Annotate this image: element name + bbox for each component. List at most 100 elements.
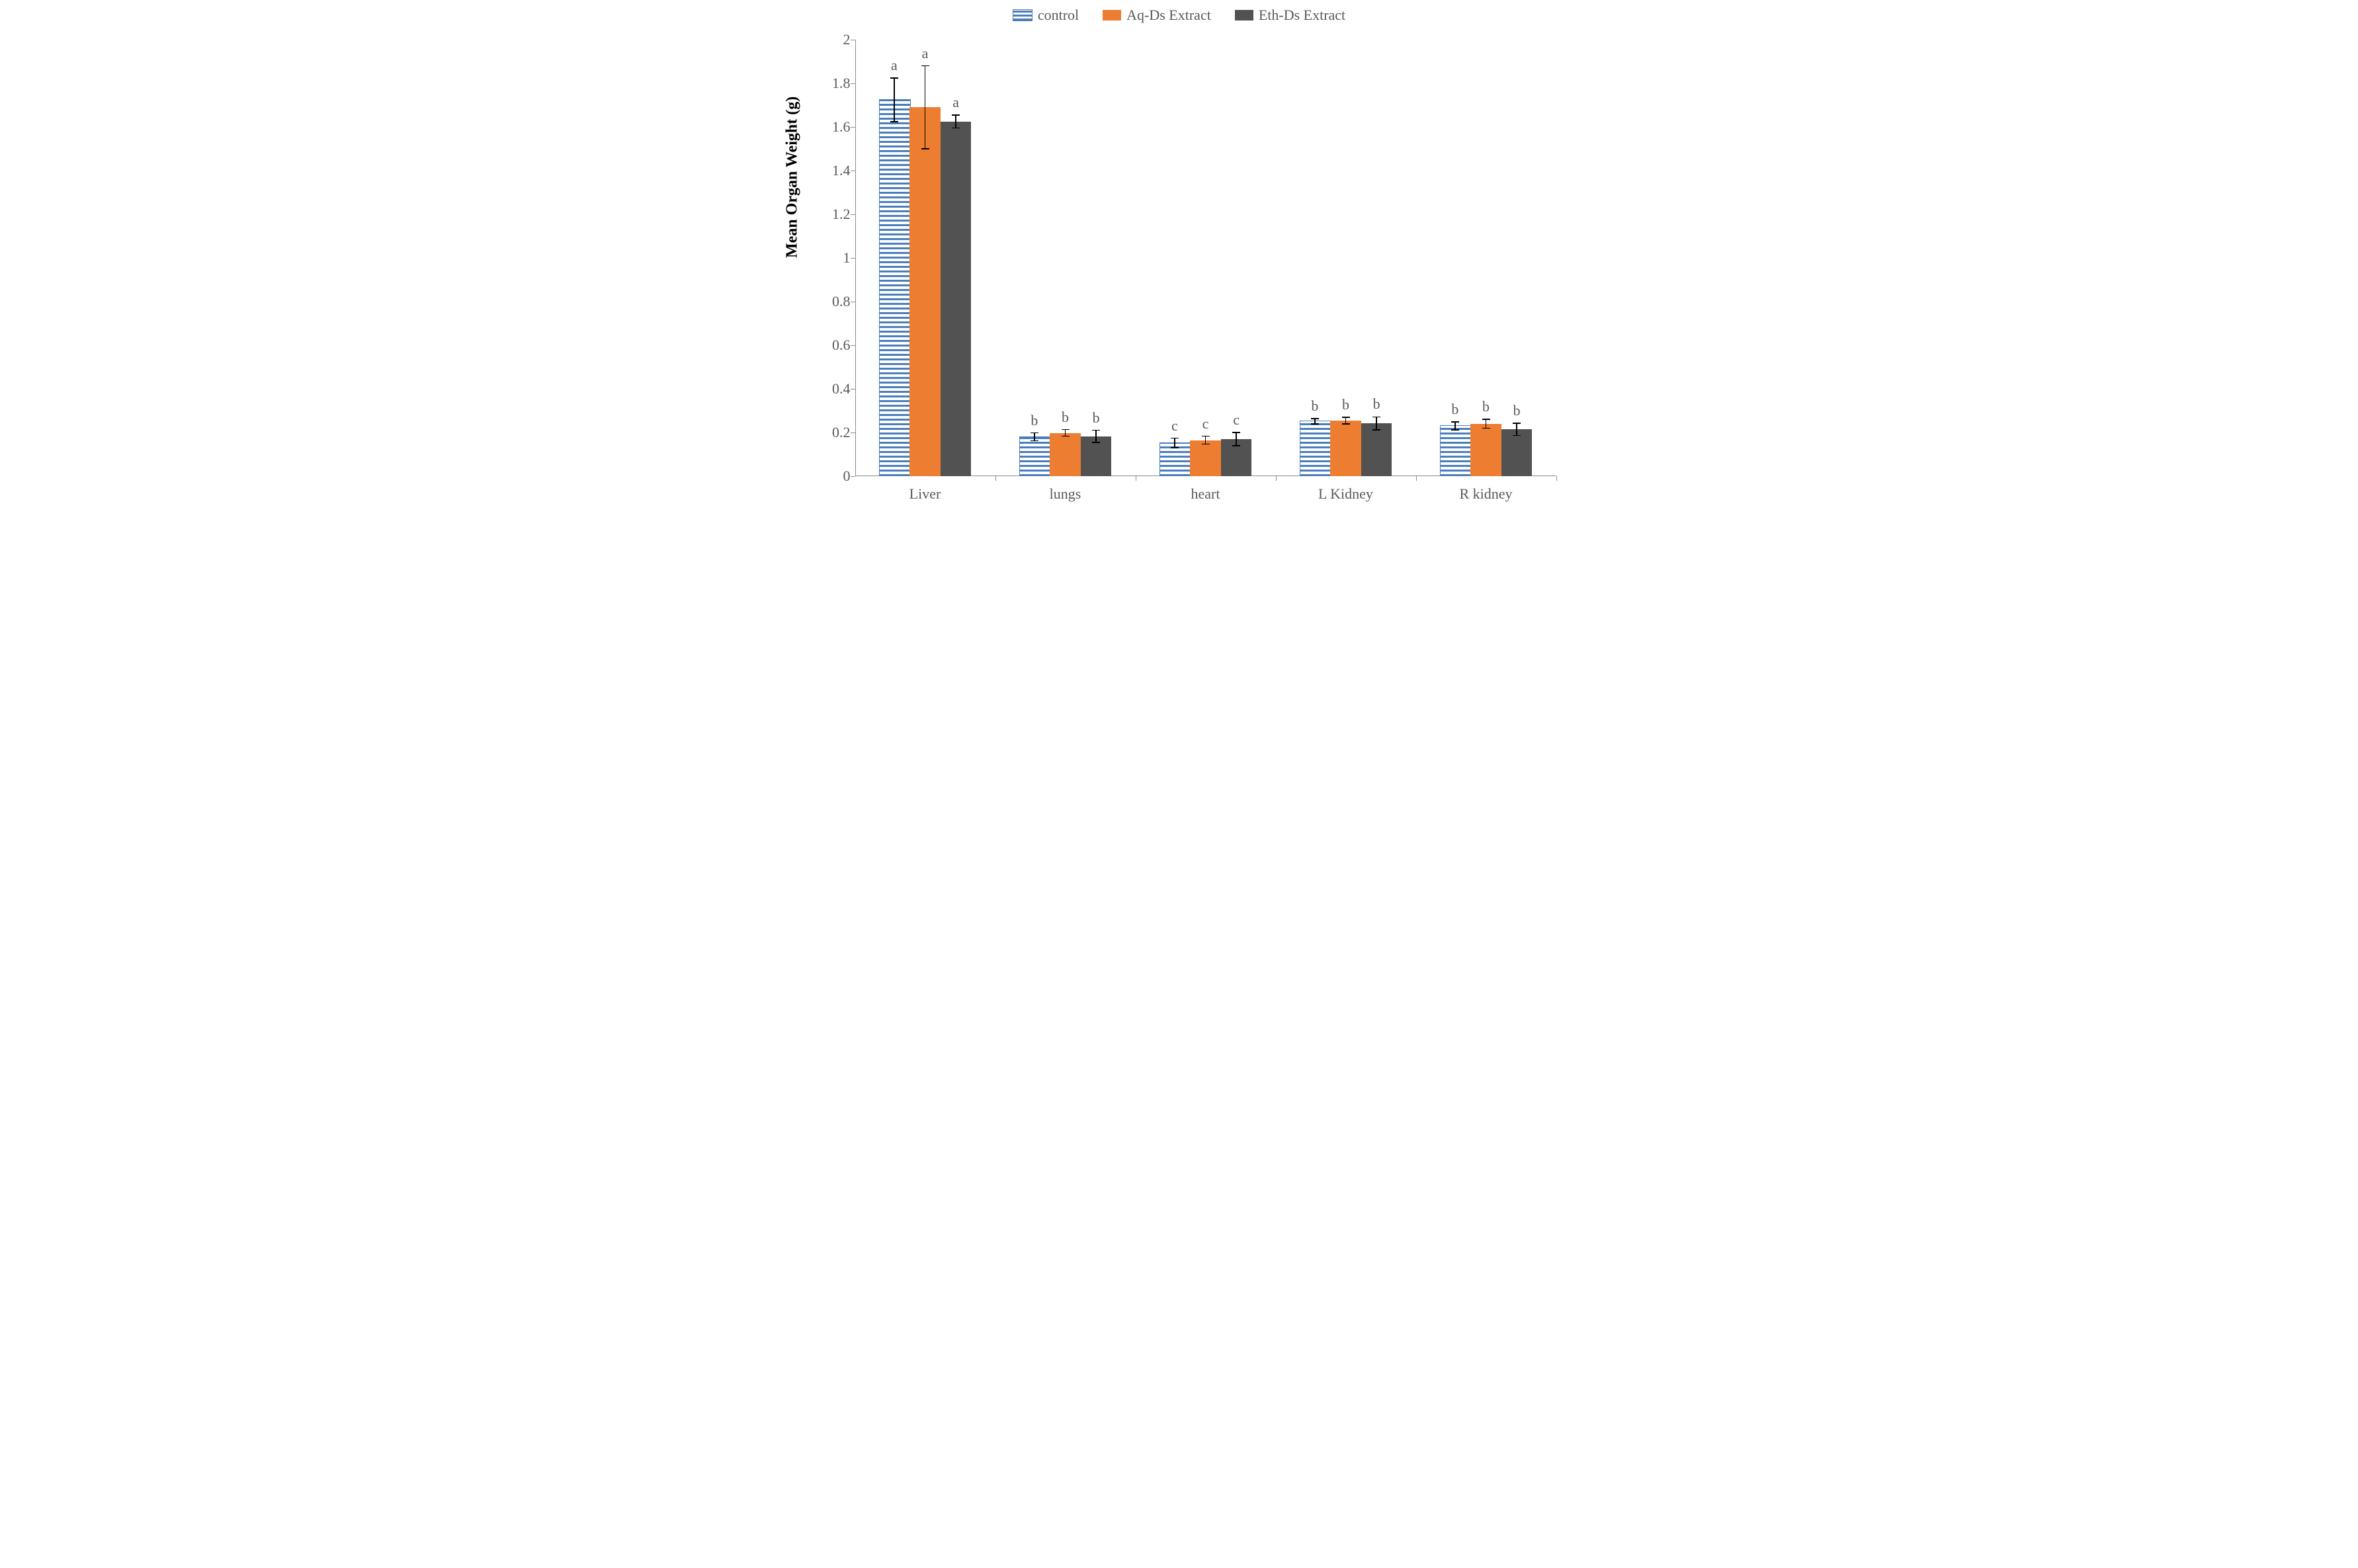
legend-item-eth-ds: Eth-Ds Extract <box>1235 5 1345 24</box>
errorbar-cap <box>1372 417 1380 418</box>
significance-label: b <box>1342 396 1349 413</box>
errorbar <box>1034 433 1035 441</box>
ytick-mark <box>851 345 855 346</box>
bar-aq-ds <box>1190 440 1221 476</box>
errorbar <box>1516 423 1517 435</box>
significance-label: a <box>952 94 959 111</box>
category-label: Liver <box>859 485 991 503</box>
errorbar <box>894 78 895 122</box>
errorbar-cap <box>890 77 898 79</box>
bar-aq-ds <box>1470 424 1501 476</box>
errorbar-cap <box>1342 423 1350 425</box>
ytick-label: 1.8 <box>819 75 851 92</box>
bar-eth-ds <box>941 122 972 476</box>
y-axis-label: Mean Organ Weight (g) <box>783 97 801 258</box>
legend: control Aq-Ds Extract Eth-Ds Extract <box>782 5 1576 24</box>
errorbar-cap <box>921 65 929 67</box>
errorbar-cap <box>1342 417 1350 418</box>
legend-swatch-eth-ds <box>1235 10 1253 21</box>
significance-label: c <box>1202 415 1209 433</box>
errorbar-cap <box>952 128 960 129</box>
significance-label: b <box>1031 412 1038 429</box>
plot-area: Mean Organ Weight (g) 00.20.40.60.811.21… <box>855 40 1556 476</box>
legend-item-control: control <box>1013 5 1079 24</box>
bar-control <box>1019 436 1052 476</box>
category-label: lungs <box>999 485 1132 503</box>
legend-swatch-aq-ds <box>1103 10 1121 21</box>
ytick-mark <box>851 389 855 390</box>
errorbar <box>1486 419 1487 428</box>
significance-label: a <box>922 45 929 62</box>
bar-aq-ds <box>909 107 941 476</box>
ytick-mark <box>851 214 855 215</box>
significance-label: b <box>1093 409 1100 427</box>
y-axis-line <box>855 40 856 476</box>
organ-weight-chart: control Aq-Ds Extract Eth-Ds Extract Mean … <box>782 0 1576 529</box>
ytick-mark <box>851 476 855 477</box>
ytick-mark <box>851 83 855 84</box>
ytick-label: 1 <box>819 249 851 267</box>
ytick-label: 1.2 <box>819 206 851 223</box>
errorbar-cap <box>1232 445 1240 446</box>
errorbar-cap <box>1372 429 1380 431</box>
legend-label-eth-ds: Eth-Ds Extract <box>1259 7 1345 23</box>
errorbar <box>1174 438 1175 448</box>
errorbar-cap <box>1092 430 1100 431</box>
significance-label: b <box>1373 395 1380 413</box>
xtick-mark <box>1416 476 1417 481</box>
bar-aq-ds <box>1050 433 1081 476</box>
errorbar-cap <box>1171 438 1179 439</box>
errorbar-cap <box>921 148 929 149</box>
significance-label: c <box>1233 411 1240 429</box>
significance-label: b <box>1482 398 1490 415</box>
significance-label: b <box>1311 397 1318 415</box>
xtick-mark <box>995 476 996 481</box>
significance-label: b <box>1451 401 1458 418</box>
errorbar-cap <box>1062 429 1070 431</box>
significance-label: b <box>1513 402 1521 419</box>
legend-label-control: control <box>1038 7 1079 23</box>
legend-label-aq-ds: Aq-Ds Extract <box>1126 7 1211 23</box>
xtick-mark <box>1556 476 1557 481</box>
errorbar-cap <box>1311 418 1319 419</box>
errorbar-cap <box>1202 436 1210 437</box>
legend-item-aq-ds: Aq-Ds Extract <box>1103 5 1211 24</box>
bar-eth-ds <box>1361 423 1392 476</box>
errorbar-cap <box>1451 421 1459 423</box>
errorbar-cap <box>1513 435 1521 436</box>
errorbar <box>955 115 956 128</box>
errorbar-cap <box>952 114 960 116</box>
ytick-mark <box>851 127 855 128</box>
legend-swatch-control <box>1013 9 1032 21</box>
xtick-mark <box>1276 476 1277 481</box>
bar-control <box>1440 425 1472 476</box>
ytick-label: 0.2 <box>819 424 851 441</box>
errorbar-cap <box>1482 428 1490 429</box>
ytick-mark <box>851 258 855 259</box>
errorbar-cap <box>1451 429 1459 431</box>
errorbar-cap <box>890 121 898 122</box>
ytick-label: 0 <box>819 468 851 485</box>
errorbar-cap <box>1202 444 1210 445</box>
errorbar-cap <box>1092 442 1100 443</box>
ytick-label: 2 <box>819 31 851 48</box>
significance-label: b <box>1062 409 1069 426</box>
category-label: heart <box>1140 485 1272 503</box>
errorbar-cap <box>1031 440 1038 442</box>
errorbar <box>1236 433 1237 446</box>
errorbar-cap <box>1513 423 1521 424</box>
errorbar <box>1454 422 1456 430</box>
errorbar <box>1205 436 1206 444</box>
significance-label: c <box>1171 417 1178 434</box>
errorbar <box>925 66 926 149</box>
errorbar-cap <box>1482 419 1490 420</box>
category-label: R kidney <box>1420 485 1552 503</box>
errorbar-cap <box>1031 433 1038 434</box>
bar-control <box>879 99 911 476</box>
bar-eth-ds <box>1501 429 1533 476</box>
errorbar-cap <box>1171 447 1179 448</box>
ytick-label: 1.6 <box>819 118 851 136</box>
ytick-label: 0.6 <box>819 337 851 354</box>
significance-label: a <box>891 57 898 74</box>
bar-aq-ds <box>1330 421 1361 476</box>
